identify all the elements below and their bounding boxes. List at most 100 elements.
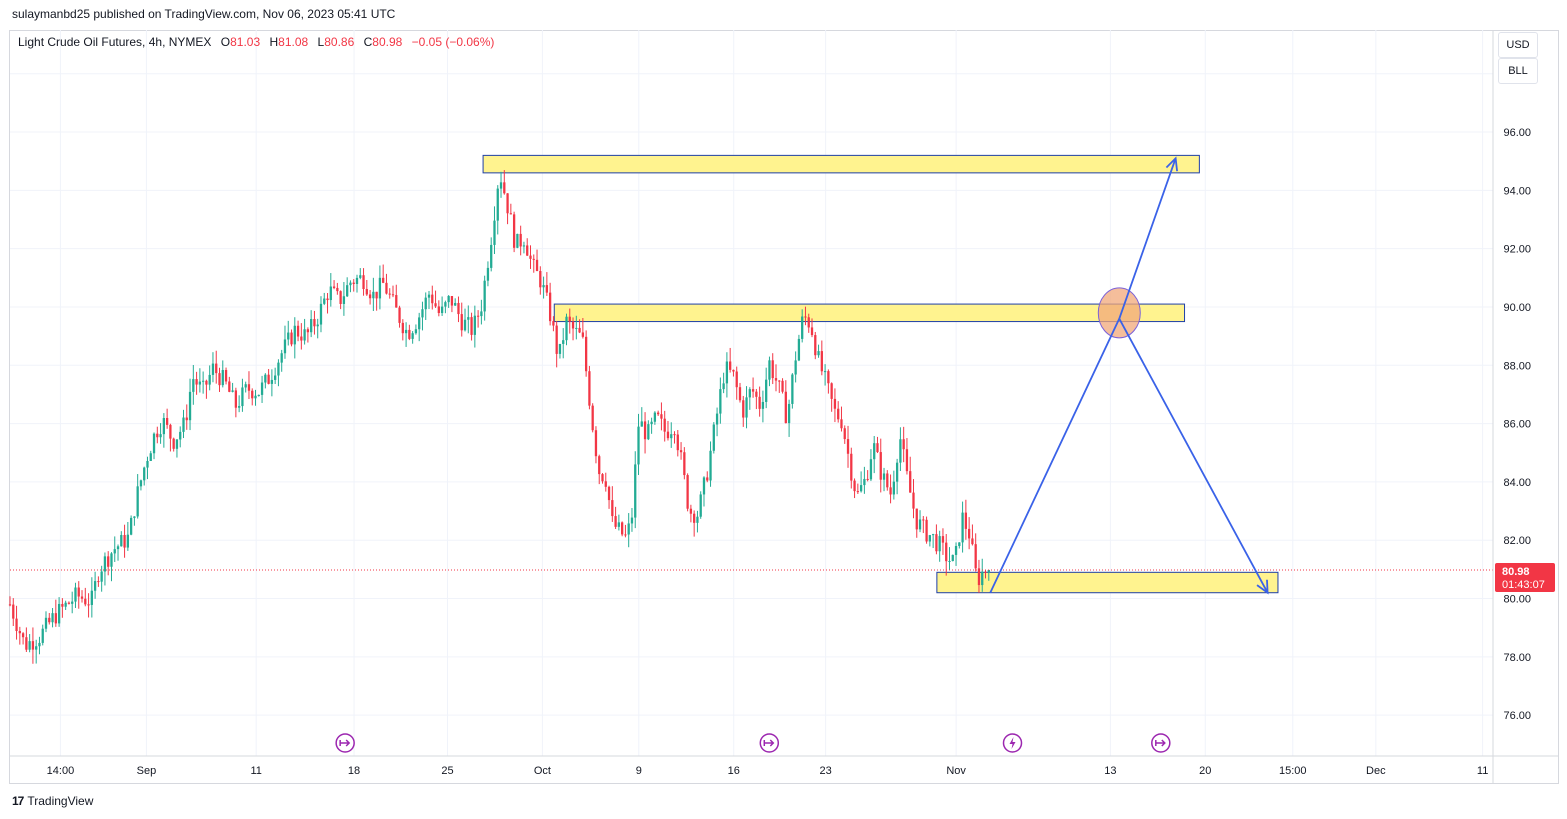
lightning-glyph (1009, 737, 1016, 749)
candle-body (918, 519, 922, 530)
candle-body (110, 553, 113, 567)
candle-body (116, 546, 120, 550)
candle-body (408, 329, 411, 339)
candle-body (287, 332, 290, 340)
candle-body (673, 434, 676, 436)
publish-line: sulaymanbd25 published on TradingView.co… (12, 7, 396, 21)
candle-body (846, 439, 850, 454)
price-tag-background (1495, 562, 1555, 592)
change-value: −0.05 (−0.06%) (411, 35, 495, 49)
candle-body (607, 486, 611, 501)
candle-body (48, 617, 51, 623)
footer-brand[interactable]: 17 TradingView (12, 794, 93, 808)
candle-body (61, 603, 64, 607)
low-label: L (317, 35, 325, 49)
arrow-glyph (339, 739, 351, 747)
candle-body (431, 294, 434, 304)
candle-body (787, 403, 791, 424)
candle-body (283, 339, 287, 354)
candle-body (15, 618, 18, 632)
currency-button[interactable]: USD (1498, 32, 1538, 58)
x-tick-label: 14:00 (47, 765, 75, 777)
candle-body (355, 277, 359, 285)
candle-body (578, 327, 581, 333)
x-tick-label: 15:00 (1279, 765, 1307, 777)
candle-body (143, 467, 146, 481)
candle-body (526, 245, 529, 256)
price-tag-countdown: 01:43:07 (1502, 579, 1545, 591)
candle-body (64, 602, 67, 607)
candle-body (850, 453, 853, 481)
candle-body (90, 590, 93, 605)
candle-body (401, 322, 404, 334)
candle-body (447, 296, 450, 303)
candle-body (647, 424, 650, 440)
candle-body (565, 316, 568, 341)
unit-button[interactable]: BLL (1498, 58, 1538, 84)
candle-body (866, 478, 869, 480)
candle-body (938, 536, 941, 552)
candle-body (323, 298, 326, 304)
candle-body (804, 316, 807, 318)
candle-body (706, 477, 709, 481)
candle-body (732, 369, 735, 372)
candle-body (539, 271, 542, 288)
candle-body (473, 315, 476, 335)
candle-body (801, 316, 804, 339)
candle-body (689, 508, 693, 514)
projection-arrows (989, 156, 1269, 595)
candle-body (558, 343, 562, 354)
candle-body (277, 362, 280, 376)
candle-body (640, 421, 643, 427)
candle-body (748, 389, 751, 398)
candle-body (899, 439, 902, 463)
candle-body (152, 433, 156, 454)
candle-body (336, 287, 339, 292)
candle-body (886, 473, 889, 488)
candle-body (67, 602, 71, 604)
candle-body (837, 408, 840, 420)
candle-body (915, 508, 918, 530)
candle-body (693, 513, 696, 523)
candle-body (820, 351, 823, 372)
candle-body (31, 641, 35, 650)
candle-body (823, 371, 827, 373)
candle-body (254, 395, 257, 399)
candle-body (126, 534, 129, 548)
projection-arrow-line (989, 318, 1121, 594)
candle-body (362, 275, 365, 290)
candle-body (931, 534, 935, 536)
close-label: C (363, 35, 373, 49)
x-tick-label: 16 (728, 765, 740, 777)
candle-body (172, 438, 175, 449)
candle-body (97, 581, 100, 583)
y-tick-label: 96.00 (1503, 127, 1531, 139)
candle-body (205, 380, 208, 385)
candle-body (329, 286, 332, 301)
candle-body (421, 309, 424, 318)
key-level-zone (936, 571, 1279, 594)
candle-body (35, 646, 38, 650)
candle-body (709, 450, 712, 481)
candle-body (149, 453, 152, 462)
candle-body (974, 544, 977, 569)
candle-body (493, 220, 496, 245)
candle-body (228, 381, 231, 392)
candle-body (146, 461, 149, 468)
candle-body (922, 519, 925, 521)
candle-body (77, 587, 80, 597)
candle-body (38, 642, 41, 647)
candle-body (162, 417, 166, 435)
candle-body (257, 394, 260, 396)
symbol-legend[interactable]: Light Crude Oil Futures, 4h, NYMEX O81.0… (18, 35, 494, 49)
candle-body (954, 546, 958, 555)
time-axis: 14:00 Sep 11 18 25 Oct 9 16 23 Nov 13 20 15:00 Dec 11 (10, 755, 1559, 777)
candle-body (532, 258, 535, 260)
candle-body (729, 361, 732, 370)
candle-body (657, 412, 660, 415)
candle-body (519, 233, 522, 247)
candle-body (457, 302, 460, 315)
candle-body (683, 452, 686, 476)
